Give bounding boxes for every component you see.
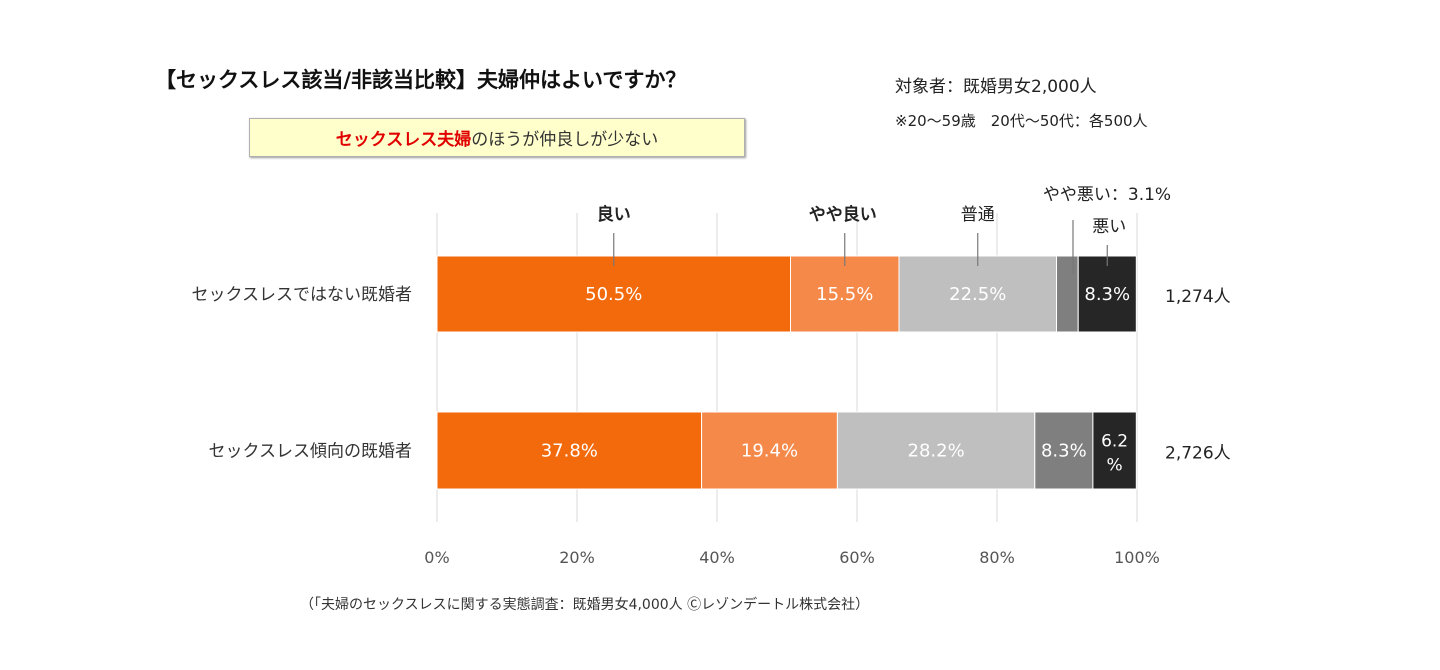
- series-label: やや悪い：3.1%: [1043, 185, 1171, 205]
- x-tick-label: 60%: [839, 548, 875, 567]
- source-text: （「夫婦のセックスレスに関する実態調査：既婚男女4,000人 Ⓒレゾンデートル株…: [300, 597, 870, 613]
- data-label: 15.5%: [816, 284, 873, 305]
- data-label: 8.3%: [1041, 441, 1087, 462]
- category-label: セックスレスではない既婚者: [192, 285, 413, 305]
- bar-segment: [898, 255, 1057, 333]
- callout-box: セックスレス夫婦 のほうが仲良しが少ない: [249, 118, 745, 157]
- x-tick-label: 0%: [424, 548, 449, 567]
- bar-segment: [790, 255, 900, 333]
- series-label: やや良い: [809, 204, 877, 225]
- x-tick-label: 100%: [1114, 548, 1160, 567]
- data-label: 37.8%: [541, 441, 598, 462]
- x-tick-label: 40%: [699, 548, 735, 567]
- callout-highlight: セックスレス夫婦: [335, 130, 472, 150]
- data-label: 8.3%: [1084, 284, 1130, 305]
- bar-segment: [436, 255, 791, 333]
- bar-segment: [1034, 411, 1094, 490]
- series-label: 普通: [961, 205, 995, 225]
- target-text: 対象者：既婚男女2,000人: [895, 77, 1097, 97]
- data-label: 22.5%: [949, 284, 1006, 305]
- bar-segment: [1056, 255, 1079, 333]
- x-tick-label: 80%: [979, 548, 1015, 567]
- data-label: 50.5%: [585, 284, 642, 305]
- chart-title: 【セックスレス該当/非該当比較】夫婦仲はよいですか？: [155, 68, 687, 92]
- data-label: 28.2%: [908, 441, 965, 462]
- callout-text: のほうが仲良しが少ない: [471, 130, 659, 150]
- count-label: 1,274人: [1165, 287, 1231, 307]
- series-label: 悪い: [1092, 217, 1126, 237]
- bar-segment: [1077, 255, 1137, 333]
- x-tick-label: 20%: [559, 548, 595, 567]
- data-label-suffix: %: [1107, 456, 1123, 476]
- note-text: ※20～59歳 20代～50代：各500人: [895, 112, 1148, 130]
- bar-segment: [1092, 411, 1137, 490]
- category-label: セックスレス傾向の既婚者: [209, 442, 413, 462]
- data-label: 6.2: [1101, 432, 1128, 452]
- bar-segment: [836, 411, 1036, 490]
- data-label: 19.4%: [741, 441, 798, 462]
- bar-segment: [436, 411, 703, 490]
- series-label: 良い: [597, 204, 631, 225]
- count-label: 2,726人: [1165, 444, 1231, 464]
